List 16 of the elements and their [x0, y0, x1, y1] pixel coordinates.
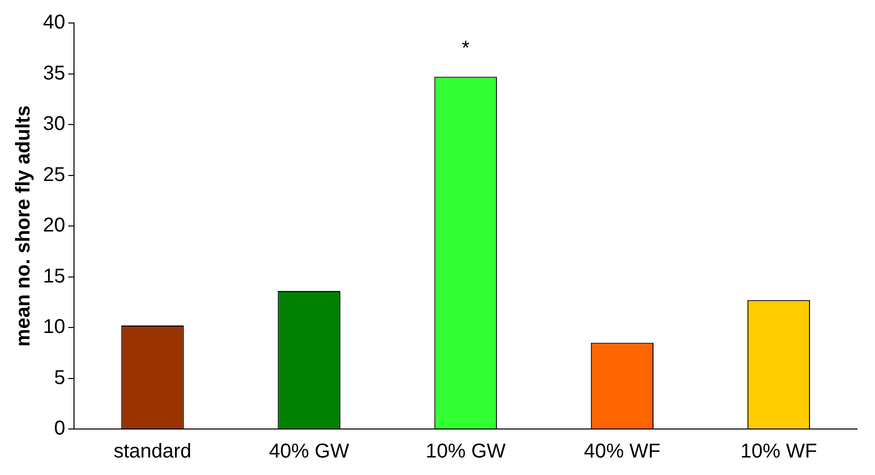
annotation: *	[462, 37, 470, 60]
y-tick-label: 15	[42, 265, 66, 288]
x-tick-label: 10% GW	[426, 440, 506, 463]
y-tick-label: 40	[42, 12, 66, 34]
y-tick-label: 20	[42, 214, 66, 237]
y-tick-label: 30	[42, 113, 66, 136]
y-tick-label: 35	[42, 62, 66, 84]
y-axis-title: mean no. shore fly adults	[12, 105, 35, 347]
x-tick-label: 40% GW	[269, 440, 350, 463]
y-tick-label: 25	[42, 164, 66, 186]
x-tick-label: 40% WF	[584, 440, 661, 463]
y-tick-label: 5	[54, 366, 66, 389]
x-tick-label: standard	[114, 440, 192, 463]
x-tick-label: 10% WF	[740, 440, 818, 463]
y-tick-label: 10	[42, 316, 66, 338]
y-tick-label: 0	[54, 418, 66, 440]
